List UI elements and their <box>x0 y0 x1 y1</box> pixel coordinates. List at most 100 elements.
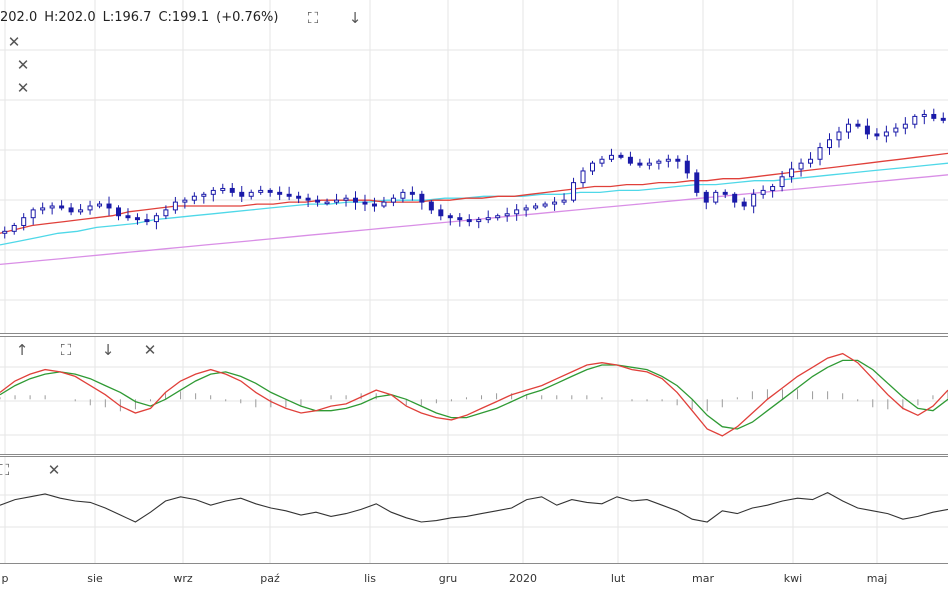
candle-body <box>722 191 728 195</box>
candle-body <box>580 170 586 184</box>
candle-body <box>542 203 548 207</box>
candle-body <box>419 193 425 203</box>
candle-body <box>428 201 434 211</box>
x-axis: p sie wrz paź lis gru 2020 lut mar kwi maj <box>0 562 948 593</box>
arrow-down-icon[interactable]: ↓ <box>348 9 362 27</box>
close-icon[interactable]: ✕ <box>47 461 61 479</box>
candle-body <box>229 187 235 193</box>
candle-body <box>258 189 264 193</box>
candle-body <box>485 217 491 221</box>
macd-pane[interactable]: ↑ ⛶ ↓ ✕ <box>0 336 948 455</box>
candle-body <box>163 209 169 217</box>
signal-line <box>0 359 948 430</box>
x-tick-label: paź <box>260 572 280 585</box>
ohlc-high: H:202.0 <box>44 10 96 25</box>
candle-body <box>798 162 804 170</box>
candle-body <box>921 113 927 117</box>
candle-body <box>893 127 899 133</box>
ma-violet-line <box>0 174 948 266</box>
candle-body <box>845 123 851 133</box>
candle-body <box>694 172 700 193</box>
candle-body <box>504 213 510 217</box>
x-tick-label: sie <box>87 572 103 585</box>
candle-body <box>11 224 17 232</box>
candle-body <box>514 209 520 215</box>
candle-body <box>523 207 529 211</box>
x-tick-label: lut <box>611 572 626 585</box>
candle-body <box>855 123 861 127</box>
candle-body <box>552 201 558 205</box>
candle-body <box>627 156 633 164</box>
candle-body <box>646 162 652 166</box>
candle-body <box>409 191 415 195</box>
x-tick-label: maj <box>867 572 888 585</box>
candle-body <box>191 195 197 201</box>
candle-body <box>751 193 757 207</box>
candle-body <box>495 215 501 219</box>
candle-body <box>315 199 321 203</box>
candle-body <box>902 123 908 129</box>
candle-body <box>571 182 577 201</box>
arrow-up-icon[interactable]: ↑ <box>15 341 29 359</box>
candle-body <box>713 191 719 203</box>
oscillator-chart <box>0 457 948 563</box>
ohlc-low: L:196.7 <box>102 10 152 25</box>
candle-body <box>931 113 937 119</box>
close-icon[interactable]: ✕ <box>16 56 30 74</box>
ohlc-change: (+0.76%) <box>216 10 279 25</box>
candle-body <box>561 199 567 203</box>
candle-body <box>836 131 842 141</box>
candle-body <box>40 207 46 211</box>
candle-body <box>106 203 112 209</box>
candle-body <box>343 197 349 201</box>
candle-body <box>30 209 36 219</box>
oscillator-line <box>0 491 948 523</box>
candle-body <box>665 158 671 162</box>
candle-body <box>144 219 150 223</box>
candle-body <box>220 187 226 191</box>
candle-body <box>153 215 159 223</box>
x-tick-label: gru <box>439 572 457 585</box>
candle-body <box>447 215 453 219</box>
price-chart <box>0 0 948 333</box>
candle-body <box>703 191 709 203</box>
candle-body <box>239 191 245 197</box>
close-icon[interactable]: ✕ <box>16 79 30 97</box>
close-icon[interactable]: ✕ <box>7 33 21 51</box>
x-axis-labels: p sie wrz paź lis gru 2020 lut mar kwi maj <box>2 572 888 585</box>
expand-icon[interactable]: ⛶ <box>0 461 10 479</box>
candle-body <box>334 199 340 203</box>
macd-line <box>0 352 948 437</box>
candle-body <box>400 191 406 199</box>
x-tick-label: wrz <box>173 572 193 585</box>
candle-body <box>770 186 776 191</box>
expand-icon[interactable]: ⛶ <box>307 9 319 27</box>
candle-body <box>874 133 880 137</box>
candle-body <box>466 219 472 223</box>
candle-body <box>684 160 690 174</box>
candle-body <box>599 158 605 164</box>
expand-icon[interactable]: ⛶ <box>60 341 72 359</box>
oscillator-pane[interactable]: ⛶ ✕ <box>0 456 948 564</box>
candle-body <box>883 131 889 137</box>
candle-body <box>390 197 396 203</box>
candle-body <box>277 191 283 195</box>
candle-body <box>381 201 387 207</box>
candle-body <box>656 160 662 164</box>
candle-body <box>305 197 311 201</box>
ohlc-readout: 202.0 H:202.0 L:196.7 C:199.1 (+0.76%) <box>0 10 285 25</box>
candle-body <box>210 189 216 195</box>
x-tick-label: kwi <box>784 572 802 585</box>
price-pane[interactable]: 202.0 H:202.0 L:196.7 C:199.1 (+0.76%) ⛶ ↓ ✕… <box>0 0 948 334</box>
close-icon[interactable]: ✕ <box>143 341 157 359</box>
candle-body <box>864 125 870 135</box>
candle-body <box>49 205 55 209</box>
candle-body <box>172 201 178 211</box>
candle-body <box>476 219 482 223</box>
candle-body <box>267 189 273 193</box>
arrow-down-icon[interactable]: ↓ <box>101 341 115 359</box>
candle-body <box>457 217 463 221</box>
candle-body <box>608 154 614 160</box>
x-tick-label: p <box>2 572 9 585</box>
x-tick-label: lis <box>364 572 376 585</box>
